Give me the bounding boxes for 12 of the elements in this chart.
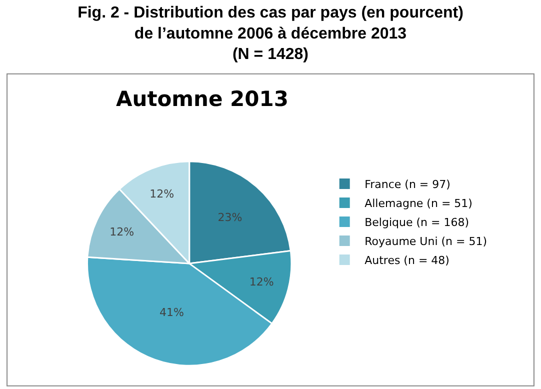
chart-title: Fig. 2 - Distribution des cas par pays (en pourcent) de l’automne 2006 à décembre 2013 (N = 1428) [78,4,464,64]
data-label: 12% [110,225,134,238]
legend-label: Belgique (n = 168) [364,216,469,230]
legend-label: Autres (n = 48) [364,254,450,268]
legend-label: France (n = 97) [364,178,450,192]
chart-subtitle: Automne 2013 [116,87,289,111]
data-label: 12% [150,188,174,201]
data-label: 41% [159,306,184,320]
legend-label: Royaume Uni (n = 51) [364,235,488,248]
legend-label: Allemagne (n = 51) [364,197,472,210]
data-label: 12% [249,276,274,289]
data-label: 23% [218,210,242,224]
